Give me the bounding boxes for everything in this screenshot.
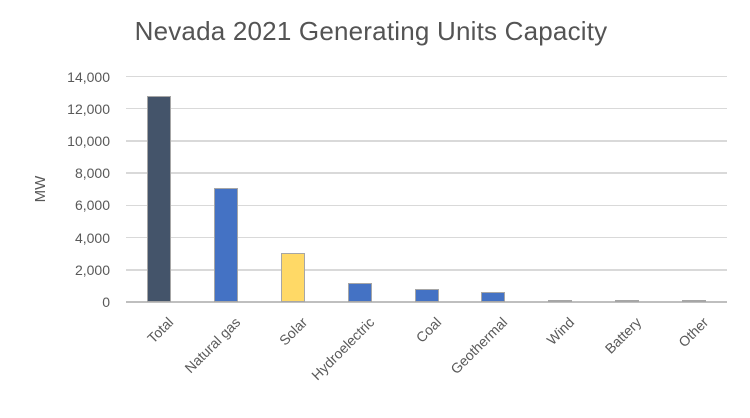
bar-solar <box>280 252 305 302</box>
gridline <box>126 204 727 207</box>
y-tick-label: 4,000 <box>74 229 110 246</box>
bar-wind <box>548 299 573 302</box>
gridline <box>126 75 727 78</box>
y-tick-label: 0 <box>102 294 110 310</box>
y-tick-label: 2,000 <box>74 261 110 278</box>
gridline <box>126 140 727 142</box>
x-axis-line <box>126 301 727 303</box>
bar-geothermal <box>481 291 506 302</box>
y-tick-label: 10,000 <box>67 132 110 149</box>
y-tick-label: 8,000 <box>74 165 110 182</box>
y-tick-label: 6,000 <box>74 197 110 214</box>
bar-hydroelectric <box>347 283 372 302</box>
bar-total <box>147 95 172 302</box>
gridline <box>126 236 727 239</box>
chart-title: Nevada 2021 Generating Units Capacity <box>134 16 608 46</box>
bar-other <box>681 300 706 303</box>
x-tick-label-other: Other <box>674 314 711 351</box>
bar-battery <box>614 299 639 302</box>
bar-coal <box>414 289 439 302</box>
y-tick-label: 14,000 <box>67 68 110 85</box>
gridline <box>126 172 727 174</box>
y-tick-label: 12,000 <box>67 100 110 117</box>
gridline <box>126 269 727 271</box>
gridline <box>126 107 727 110</box>
bar-natural-gas <box>214 187 239 302</box>
